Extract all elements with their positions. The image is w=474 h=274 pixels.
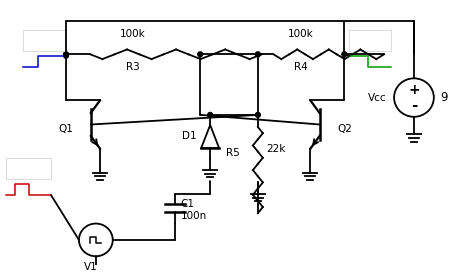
Text: V1: V1 <box>84 262 98 272</box>
Circle shape <box>255 52 260 57</box>
Text: Vcc: Vcc <box>367 93 386 102</box>
Circle shape <box>255 112 260 117</box>
Text: R3: R3 <box>126 62 140 72</box>
Bar <box>6 158 51 179</box>
Text: 22k: 22k <box>266 144 285 153</box>
Circle shape <box>64 53 69 58</box>
Circle shape <box>208 112 213 117</box>
Text: 100n: 100n <box>180 211 207 221</box>
Circle shape <box>198 52 203 57</box>
Text: R4: R4 <box>294 62 308 72</box>
Bar <box>23 30 65 52</box>
Text: R5: R5 <box>226 148 240 158</box>
Text: 100k: 100k <box>288 29 314 39</box>
Text: Q2: Q2 <box>337 124 352 134</box>
Text: 100k: 100k <box>120 29 146 39</box>
Text: +: + <box>408 83 420 97</box>
Circle shape <box>342 52 347 57</box>
Circle shape <box>64 52 69 57</box>
Text: 9: 9 <box>440 91 447 104</box>
Text: Q1: Q1 <box>58 124 73 134</box>
Bar <box>349 30 391 52</box>
Text: C1: C1 <box>180 199 194 209</box>
Text: D1: D1 <box>182 131 197 141</box>
Text: -: - <box>411 98 417 113</box>
